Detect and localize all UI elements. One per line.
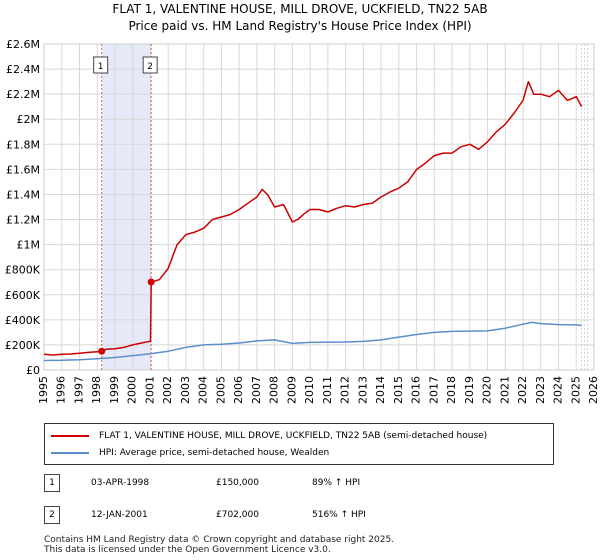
legend-label-hpi: HPI: Average price, semi-detached house,… bbox=[99, 448, 330, 458]
x-tick-label: 2022 bbox=[516, 376, 529, 404]
ownership-shaded-region bbox=[101, 44, 152, 370]
x-tick-label: 2006 bbox=[232, 376, 245, 404]
y-tick-label: £600K bbox=[5, 289, 41, 302]
sale-label-2: 2 bbox=[147, 62, 153, 72]
x-tick-label: 1996 bbox=[55, 376, 68, 404]
x-tick-label: 2021 bbox=[498, 376, 511, 404]
x-tick-label: 2025 bbox=[569, 376, 582, 404]
footer-copyright: Contains HM Land Registry data © Crown c… bbox=[44, 535, 395, 545]
chart-title: FLAT 1, VALENTINE HOUSE, MILL DROVE, UCK… bbox=[112, 2, 488, 16]
x-tick-label: 2015 bbox=[392, 376, 405, 404]
sale-date-1: 03-APR-1998 bbox=[91, 478, 150, 488]
y-tick-label: £1.4M bbox=[6, 188, 40, 201]
legend-blue-line bbox=[51, 452, 89, 454]
sale-point-1 bbox=[98, 347, 106, 355]
y-tick-label: £2.6M bbox=[6, 38, 40, 51]
x-tick-label: 2024 bbox=[552, 376, 565, 404]
x-tick-label: 2001 bbox=[143, 376, 156, 404]
y-tick-label: £2.4M bbox=[6, 63, 40, 76]
x-tick-label: 2016 bbox=[410, 376, 423, 404]
sale-label-box-1 bbox=[93, 56, 109, 74]
sale-point-2 bbox=[147, 278, 155, 286]
x-tick-label: 2018 bbox=[445, 376, 458, 404]
y-tick-label: £0 bbox=[26, 364, 40, 377]
sale-badge-1: 1 bbox=[44, 474, 60, 492]
x-tick-label: 2004 bbox=[197, 376, 210, 404]
legend: FLAT 1, VALENTINE HOUSE, MILL DROVE, UCK… bbox=[44, 423, 554, 465]
sale-price-2: £702,000 bbox=[216, 510, 259, 520]
price-chart: £0 £200K £400K £600K £800K £1M £1.2M £1.4M £1.6M… bbox=[5, 38, 600, 404]
sale-hpi-1: 89% ↑ HPI bbox=[312, 478, 361, 488]
y-tick-label: £1.6M bbox=[6, 163, 40, 176]
x-tick-label: 2010 bbox=[303, 376, 316, 404]
y-tick-label: £1.8M bbox=[6, 138, 40, 151]
x-tick-label: 2009 bbox=[285, 376, 298, 404]
x-tick-label: 2026 bbox=[587, 376, 600, 404]
property-price-line bbox=[43, 80, 583, 356]
x-tick-label: 2007 bbox=[250, 376, 263, 404]
y-tick-label: £200K bbox=[5, 339, 41, 352]
x-tick-label: 2003 bbox=[179, 376, 192, 404]
hpi-line bbox=[43, 321, 582, 362]
sale-price-1: £150,000 bbox=[216, 478, 259, 488]
footer-license: This data is licensed under the Open Gov… bbox=[44, 545, 331, 555]
x-tick-label: 2017 bbox=[427, 376, 440, 404]
y-tick-label: £800K bbox=[5, 264, 41, 277]
sale-label-1: 1 bbox=[98, 62, 104, 72]
x-tick-label: 1995 bbox=[37, 376, 50, 404]
legend-red-line bbox=[51, 435, 89, 437]
x-tick-label: 2013 bbox=[356, 376, 369, 404]
x-tick-label: 2011 bbox=[321, 376, 334, 404]
x-tick-label: 2000 bbox=[126, 376, 139, 404]
x-tick-label: 2012 bbox=[339, 376, 352, 404]
x-tick-label: 1998 bbox=[90, 376, 103, 404]
y-tick-label: £2.2M bbox=[6, 88, 40, 101]
chart-subtitle: Price paid vs. HM Land Registry's House … bbox=[128, 19, 472, 33]
sale-label-box-2 bbox=[142, 56, 158, 74]
x-tick-label: 2014 bbox=[374, 376, 387, 404]
sale-badge-2: 2 bbox=[44, 506, 60, 524]
x-tick-label: 1997 bbox=[72, 376, 85, 404]
x-tick-label: 2023 bbox=[534, 376, 547, 404]
x-tick-label: 2002 bbox=[161, 376, 174, 404]
plot-frame bbox=[43, 43, 595, 371]
y-tick-label: £1M bbox=[17, 239, 41, 252]
x-tick-label: 2020 bbox=[481, 376, 494, 404]
legend-label-property: FLAT 1, VALENTINE HOUSE, MILL DROVE, UCK… bbox=[99, 431, 488, 441]
sale-hpi-2: 516% ↑ HPI bbox=[312, 510, 366, 520]
y-tick-label: £2M bbox=[17, 113, 41, 126]
x-tick-label: 2005 bbox=[214, 376, 227, 404]
x-tick-label: 2019 bbox=[463, 376, 476, 404]
x-tick-label: 2008 bbox=[268, 376, 281, 404]
y-tick-label: £1.2M bbox=[6, 214, 40, 227]
x-tick-label: 1999 bbox=[108, 376, 121, 404]
y-tick-label: £400K bbox=[5, 314, 41, 327]
sale-date-2: 12-JAN-2001 bbox=[91, 510, 148, 520]
